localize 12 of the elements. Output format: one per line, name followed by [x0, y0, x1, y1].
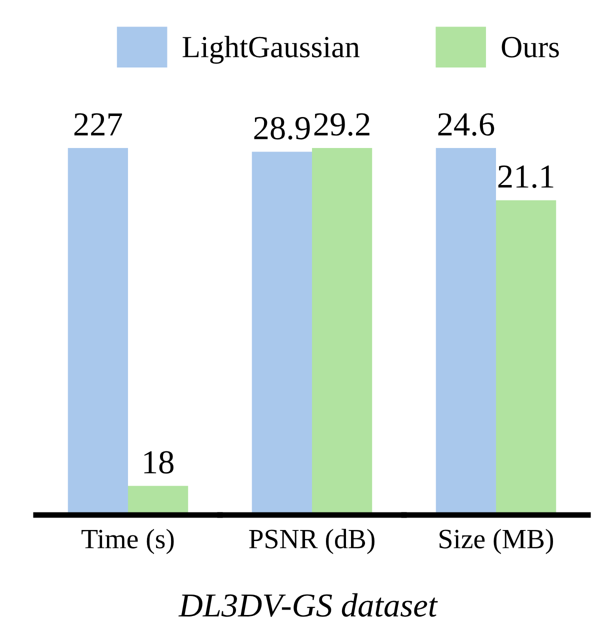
- x-tick-label: PSNR (dB): [249, 528, 374, 554]
- data-label: 28.9: [254, 116, 310, 140]
- data-label: 29.2: [314, 113, 370, 136]
- data-label: 227: [74, 113, 122, 136]
- data-label: 18: [144, 451, 174, 474]
- legend-label: LightGaussian: [182, 36, 360, 64]
- data-label: 21.1: [498, 165, 554, 188]
- x-tick-label: Size (MB): [440, 528, 554, 554]
- x-tick-label: Time (s): [82, 528, 174, 554]
- legend-label: Ours: [502, 36, 559, 58]
- data-label: 24.6: [438, 113, 494, 136]
- text: DL3DV-GS dataset: [178, 593, 438, 617]
